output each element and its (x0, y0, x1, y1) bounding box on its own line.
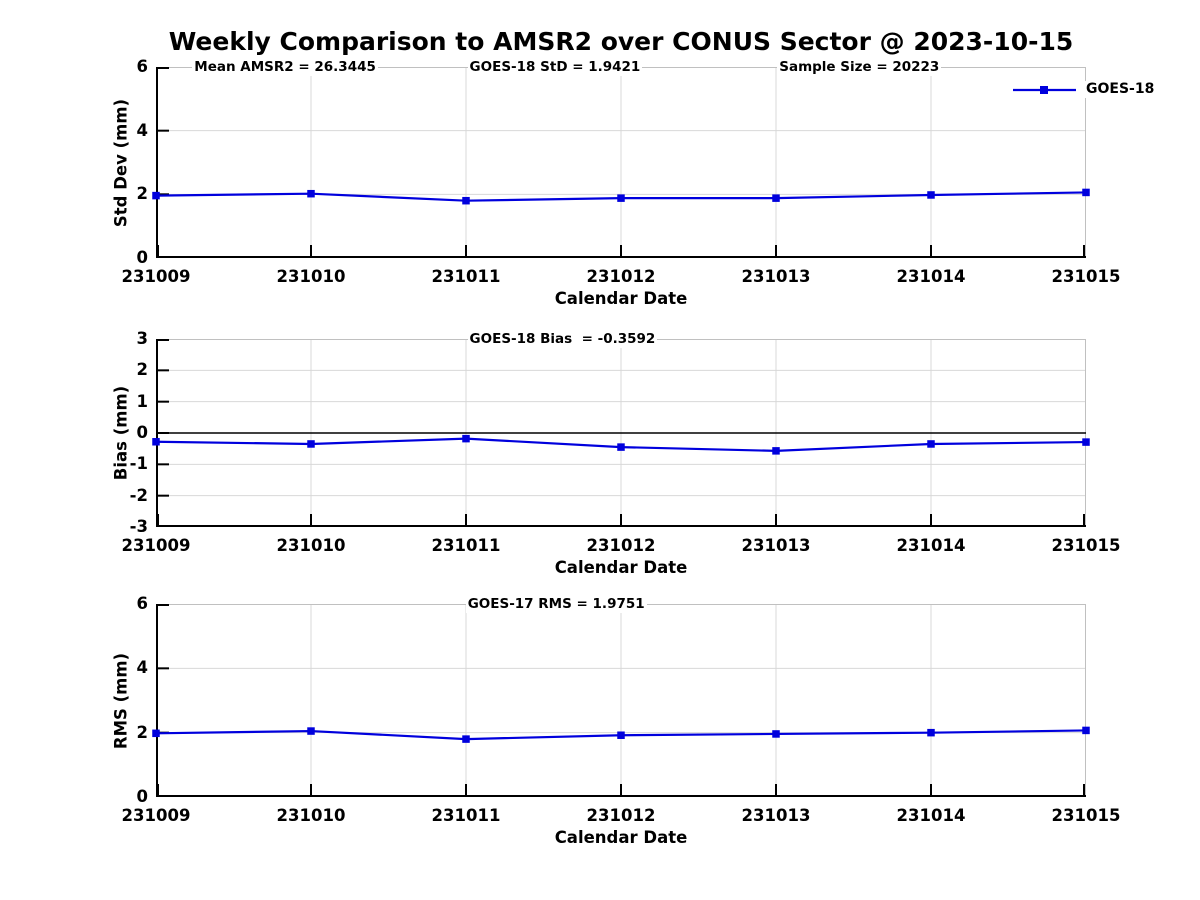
x-tick-label: 231009 (121, 806, 191, 825)
data-point-marker (462, 196, 470, 205)
x-tick-label: 231012 (586, 536, 656, 555)
y-tick-label: 6 (136, 594, 148, 613)
data-point-marker (1082, 726, 1090, 735)
data-point-marker (617, 194, 625, 202)
data-point-marker (772, 447, 780, 455)
legend-line-icon (1013, 85, 1076, 94)
y-tick-label: 2 (136, 360, 148, 380)
y-tick-label: 4 (136, 120, 148, 140)
data-point-marker (1082, 438, 1090, 446)
legend-label: GOES-18 (1083, 81, 1158, 98)
panel-annotation: Sample Size = 20223 (777, 58, 942, 76)
data-point-marker (307, 727, 315, 735)
x-tick-label: 231015 (1051, 806, 1121, 825)
y-tick-label: -1 (129, 454, 148, 474)
x-tick-label: 231015 (1051, 536, 1121, 555)
y-tick-label: 3 (136, 329, 148, 348)
data-point-marker (462, 735, 470, 743)
y-tick-label: -2 (129, 485, 148, 505)
y-tick-label: 6 (136, 57, 148, 76)
x-tick-label: 231014 (896, 536, 966, 555)
x-tick-label: 231011 (431, 536, 501, 555)
data-point-marker (772, 730, 780, 738)
data-point-marker (617, 443, 625, 451)
data-point-marker (152, 191, 160, 200)
y-tick-label: 2 (136, 184, 148, 204)
x-tick-label: 231010 (276, 267, 346, 286)
data-point-marker (462, 434, 470, 443)
data-point-marker (772, 194, 780, 202)
x-tick-label: 231009 (121, 536, 191, 555)
x-tick-label: 231010 (276, 536, 346, 555)
data-point-marker (1082, 188, 1090, 197)
data-point-marker (307, 440, 315, 448)
data-point-marker (927, 728, 935, 737)
x-tick-label: 231009 (121, 267, 191, 286)
y-tick-label: 2 (136, 722, 148, 742)
legend: GOES-18 (1012, 81, 1158, 98)
x-tick-label: 231011 (431, 806, 501, 825)
x-tick-label: 231013 (741, 267, 811, 286)
y-tick-label: 0 (136, 787, 148, 806)
data-point-marker (927, 191, 935, 199)
x-axis-label: Calendar Date (554, 828, 688, 847)
y-tick-label: 0 (136, 248, 148, 267)
plot-area-bias (152, 339, 1090, 527)
x-axis-label: Calendar Date (554, 289, 688, 308)
x-tick-label: 231015 (1051, 267, 1121, 286)
x-tick-label: 231012 (586, 806, 656, 825)
x-tick-label: 231012 (586, 267, 656, 286)
data-point-marker (152, 438, 160, 446)
data-point-marker (927, 440, 935, 448)
x-tick-label: 231013 (741, 806, 811, 825)
x-tick-label: 231013 (741, 536, 811, 555)
panel-annotation: Mean AMSR2 = 26.3445 (192, 58, 378, 76)
y-tick-label: -3 (129, 517, 148, 536)
x-tick-label: 231014 (896, 806, 966, 825)
panel-annotation: GOES-18 StD = 1.9421 (467, 58, 643, 76)
x-tick-label: 231010 (276, 806, 346, 825)
y-tick-label: 0 (136, 423, 148, 442)
figure-title: Weekly Comparison to AMSR2 over CONUS Se… (168, 27, 1074, 56)
y-tick-label: 4 (136, 658, 148, 678)
y-axis-label-std-dev: Std Dev (mm) (111, 98, 131, 227)
data-point-marker (617, 731, 625, 739)
panel-annotation: GOES-18 Bias = -0.3592 (467, 330, 658, 348)
plot-area-rms (152, 604, 1090, 797)
data-point-marker (152, 729, 160, 738)
x-axis-label: Calendar Date (554, 558, 688, 577)
y-tick-label: 1 (136, 391, 148, 411)
panel-annotation: GOES-17 RMS = 1.9751 (465, 595, 647, 613)
data-point-marker (307, 189, 315, 198)
x-tick-label: 231014 (896, 267, 966, 286)
x-tick-label: 231011 (431, 267, 501, 286)
plot-area-std-dev (152, 67, 1090, 258)
